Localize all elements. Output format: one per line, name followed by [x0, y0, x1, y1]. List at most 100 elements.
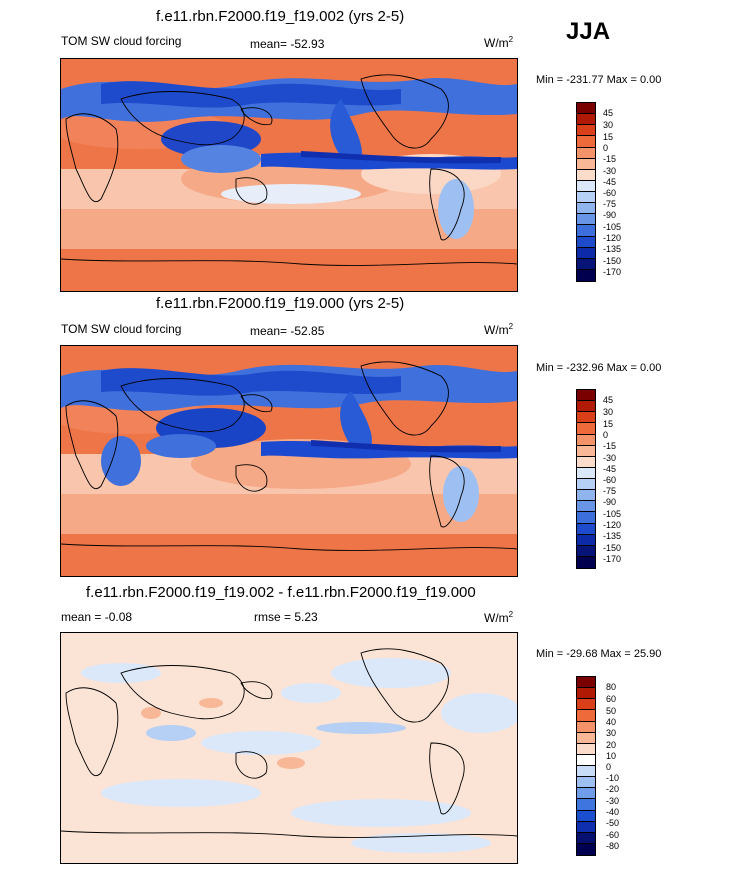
tick: -40 — [606, 807, 620, 817]
panel-3-minmax: Min = -29.68 Max = 25.90 — [536, 648, 662, 660]
panel-3-title: f.e11.rbn.F2000.f19_f19.002 - f.e11.rbn.… — [86, 584, 476, 601]
panel-1-colorbar — [576, 102, 596, 282]
tick: 0 — [603, 430, 609, 440]
tick: -15 — [603, 441, 617, 451]
tick: -135 — [603, 244, 622, 254]
colorbar-swatch — [577, 445, 595, 457]
colorbar-swatch — [577, 479, 595, 491]
colorbar-swatch — [577, 754, 595, 766]
season-label: JJA — [566, 18, 611, 45]
tick: 0 — [606, 762, 612, 772]
panel-1-variable: TOM SW cloud forcing — [61, 34, 182, 48]
colorbar-swatch — [577, 269, 595, 281]
panel-1-mean: mean= -52.93 — [250, 37, 325, 51]
tick: -60 — [606, 830, 620, 840]
tick: -30 — [603, 166, 617, 176]
panel-1-minmax: Min = -231.77 Max = 0.00 — [536, 74, 662, 86]
tick: 15 — [603, 132, 614, 142]
tick: -75 — [603, 486, 617, 496]
colorbar-swatch — [577, 423, 595, 435]
tick: -90 — [603, 210, 617, 220]
colorbar-swatch — [577, 125, 595, 137]
colorbar-swatch — [577, 158, 595, 170]
colorbar-swatch — [577, 699, 595, 711]
tick: -170 — [603, 554, 622, 564]
colorbar-swatch — [577, 192, 595, 204]
colorbar-swatch — [577, 247, 595, 259]
colorbar-swatch — [577, 103, 595, 115]
colorbar-swatch — [577, 401, 595, 413]
colorbar-swatch — [577, 821, 595, 833]
tick: 10 — [606, 751, 617, 761]
tick: -45 — [603, 464, 617, 474]
panel-1-map — [60, 58, 518, 292]
colorbar-swatch — [577, 114, 595, 126]
colorbar-swatch — [577, 721, 595, 733]
tick: 15 — [603, 419, 614, 429]
colorbar-swatch — [577, 203, 595, 215]
colorbar-swatch — [577, 788, 595, 800]
tick: 50 — [606, 706, 617, 716]
panel-3-map — [60, 632, 518, 864]
panel-3-colorbar — [576, 676, 596, 856]
panel-3-rmse: rmse = 5.23 — [254, 610, 318, 624]
panel-2-minmax: Min = -232.96 Max = 0.00 — [536, 362, 662, 374]
tick: 80 — [606, 682, 617, 692]
tick: -150 — [603, 543, 622, 553]
tick: -170 — [603, 267, 622, 277]
colorbar-swatch — [577, 490, 595, 502]
tick: 40 — [606, 717, 617, 727]
tick: 45 — [603, 395, 614, 405]
tick: -90 — [603, 497, 617, 507]
colorbar-swatch — [577, 534, 595, 546]
panel-2-units: W/m2 — [484, 322, 514, 337]
colorbar-swatch — [577, 810, 595, 822]
colorbar-swatch — [577, 710, 595, 722]
tick: -60 — [603, 475, 617, 485]
colorbar-swatch — [577, 169, 595, 181]
panel-2-colorbar — [576, 389, 596, 569]
colorbar-swatch — [577, 732, 595, 744]
panel-2-map — [60, 345, 518, 577]
colorbar-swatch — [577, 434, 595, 446]
colorbar-swatch — [577, 777, 595, 789]
colorbar-swatch — [577, 136, 595, 148]
colorbar-swatch — [577, 390, 595, 402]
colorbar-swatch — [577, 258, 595, 270]
tick: -105 — [603, 509, 622, 519]
tick: 0 — [603, 143, 609, 153]
tick: -30 — [603, 453, 617, 463]
colorbar-swatch — [577, 467, 595, 479]
colorbar-swatch — [577, 225, 595, 237]
colorbar-swatch — [577, 766, 595, 778]
tick: -135 — [603, 531, 622, 541]
tick: 60 — [606, 694, 617, 704]
colorbar-swatch — [577, 180, 595, 192]
panel-1-units: W/m2 — [484, 35, 514, 50]
tick: 30 — [603, 407, 614, 417]
tick: 20 — [606, 740, 617, 750]
tick: -60 — [603, 188, 617, 198]
tick: -120 — [603, 233, 622, 243]
tick: -80 — [606, 841, 620, 851]
tick: -10 — [606, 773, 620, 783]
tick: -45 — [603, 177, 617, 187]
colorbar-swatch — [577, 677, 595, 689]
colorbar-swatch — [577, 147, 595, 159]
colorbar-swatch — [577, 688, 595, 700]
colorbar-swatch — [577, 556, 595, 568]
colorbar-swatch — [577, 412, 595, 424]
colorbar-swatch — [577, 545, 595, 557]
tick: -105 — [603, 222, 622, 232]
colorbar-swatch — [577, 523, 595, 535]
colorbar-swatch — [577, 512, 595, 524]
panel-3-units: W/m2 — [484, 610, 514, 625]
tick: -20 — [606, 784, 620, 794]
tick: -50 — [606, 818, 620, 828]
tick: -120 — [603, 520, 622, 530]
colorbar-swatch — [577, 832, 595, 844]
panel-2-title: f.e11.rbn.F2000.f19_f19.000 (yrs 2-5) — [156, 295, 405, 312]
colorbar-swatch — [577, 799, 595, 811]
tick: -75 — [603, 199, 617, 209]
tick: -150 — [603, 256, 622, 266]
